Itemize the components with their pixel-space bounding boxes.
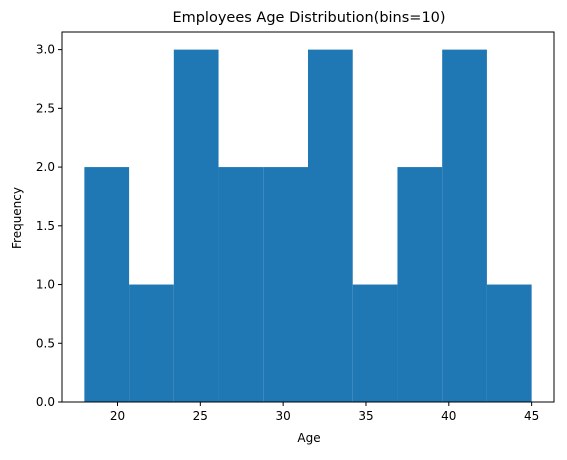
x-tick-label: 45 xyxy=(524,409,539,423)
y-tick-label: 3.0 xyxy=(36,43,55,57)
histogram-bar xyxy=(442,49,487,402)
histogram-bar xyxy=(218,167,264,402)
histogram-bar xyxy=(352,284,398,402)
histogram-bar xyxy=(173,49,219,402)
histogram-bar xyxy=(397,167,443,402)
y-axis-ticks: 0.0 0.5 1.0 1.5 2.0 2.5 3.0 xyxy=(36,43,62,409)
x-axis-label: Age xyxy=(297,431,320,445)
x-axis-ticks: 20 25 30 35 40 45 xyxy=(110,402,539,423)
y-tick-label: 1.5 xyxy=(36,219,55,233)
y-tick-label: 2.5 xyxy=(36,101,55,115)
histogram-bar xyxy=(129,284,174,402)
x-tick-label: 25 xyxy=(193,409,208,423)
x-tick-label: 40 xyxy=(441,409,456,423)
histogram-bar xyxy=(263,167,308,402)
x-tick-label: 35 xyxy=(358,409,373,423)
x-tick-label: 20 xyxy=(110,409,125,423)
histogram-bar xyxy=(486,284,532,402)
y-axis-label: Frequency xyxy=(10,187,24,249)
x-tick-label: 30 xyxy=(276,409,291,423)
bars-group xyxy=(84,49,532,402)
histogram-bar xyxy=(308,49,353,402)
axes-frame xyxy=(61,31,555,403)
y-tick-label: 0.0 xyxy=(36,395,55,409)
chart-title: Employees Age Distribution(bins=10) xyxy=(172,10,445,26)
y-tick-label: 2.0 xyxy=(36,160,55,174)
y-tick-label: 1.0 xyxy=(36,278,55,292)
histogram-bar xyxy=(84,167,130,402)
y-tick-label: 0.5 xyxy=(36,336,55,350)
